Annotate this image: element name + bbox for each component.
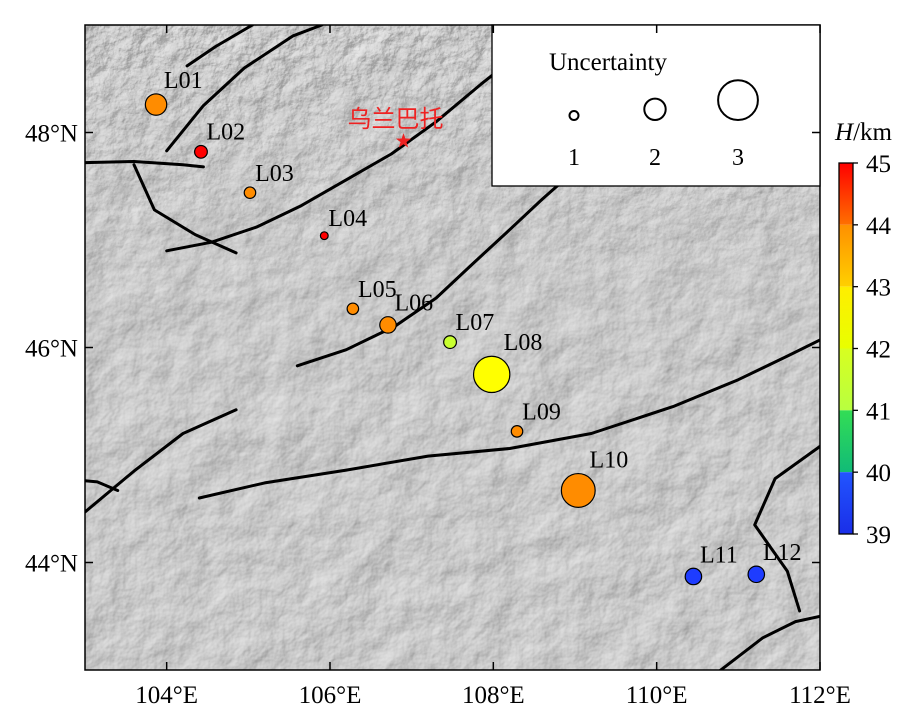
station-l03: L03 xyxy=(243,161,294,200)
x-axis: 104°E 106°E 108°E 110°E 112°E xyxy=(135,25,851,709)
colorbar-tick-label: 45 xyxy=(866,151,891,178)
station-l09: L09 xyxy=(510,400,561,438)
x-tick-label: 110°E xyxy=(626,682,688,709)
station-circle xyxy=(510,425,524,438)
station-l12: L12 xyxy=(747,540,802,584)
colorbar-ticks: 45 44 43 42 41 40 39 xyxy=(853,151,892,549)
station-circle xyxy=(379,316,397,334)
colorbar-segment xyxy=(839,224,853,287)
station-label: L09 xyxy=(522,400,561,426)
colorbar-unit: /km xyxy=(853,119,892,146)
legend-item-3: 3 xyxy=(717,79,759,171)
station-l10: L10 xyxy=(560,448,629,508)
fault-line xyxy=(185,25,254,68)
station-label: L11 xyxy=(700,542,738,568)
colorbar-tick-label: 41 xyxy=(866,398,891,425)
station-circle xyxy=(194,144,208,159)
city-label: 乌兰巴托 xyxy=(348,105,444,133)
x-tick-label: 106°E xyxy=(299,682,362,709)
legend-items: 1 2 3 xyxy=(568,79,759,171)
legend-label: 3 xyxy=(732,145,744,171)
station-label: L06 xyxy=(395,291,434,317)
station-label: L04 xyxy=(328,206,367,232)
station-l01: L01 xyxy=(144,68,203,116)
station-label: L05 xyxy=(358,277,397,303)
city-star-icon xyxy=(395,133,412,148)
station-l08: L08 xyxy=(472,330,543,394)
station-circle xyxy=(319,231,329,241)
station-label: L10 xyxy=(590,448,629,474)
colorbar-segment xyxy=(839,410,853,473)
colorbar-variable: H xyxy=(834,119,855,146)
station-circle xyxy=(684,567,703,586)
station-circle xyxy=(346,302,360,316)
y-tick-label: 48°N xyxy=(25,121,78,148)
station-l02: L02 xyxy=(194,119,245,159)
legend-item-2: 2 xyxy=(643,97,667,171)
y-tick-label: 44°N xyxy=(25,551,78,578)
x-tick-label: 104°E xyxy=(135,682,198,709)
fault-line xyxy=(165,25,324,153)
colorbar-segment xyxy=(839,163,853,225)
colorbar-tick-label: 40 xyxy=(866,460,891,487)
station-l07: L07 xyxy=(443,310,495,350)
fault-line xyxy=(85,479,120,492)
legend-label: 1 xyxy=(568,145,580,171)
station-circle xyxy=(747,565,766,584)
colorbar-tick-label: 42 xyxy=(866,337,891,364)
city-marker: 乌兰巴托 xyxy=(348,105,444,148)
station-l05: L05 xyxy=(346,277,397,316)
station-circle xyxy=(472,355,511,394)
legend-circle-icon xyxy=(717,79,759,121)
station-label: L03 xyxy=(255,161,294,187)
x-tick-label: 108°E xyxy=(462,682,525,709)
colorbar-segment xyxy=(839,286,853,349)
station-label: L08 xyxy=(504,330,543,356)
uncertainty-legend: Uncertainty 1 2 3 xyxy=(491,24,821,187)
fault-line xyxy=(85,408,238,514)
fault-line xyxy=(753,444,820,613)
station-circle xyxy=(560,472,596,508)
colorbar-segment xyxy=(839,348,853,411)
colorbar-title: H/km xyxy=(834,119,893,146)
station-l06: L06 xyxy=(379,291,434,334)
fault-line xyxy=(718,614,820,670)
legend-circle-icon xyxy=(643,97,667,122)
fault-line xyxy=(197,338,820,500)
fault-line xyxy=(85,160,205,169)
station-label: L01 xyxy=(164,68,203,94)
legend-circle-icon xyxy=(568,110,580,121)
y-axis: 44°N 46°N 48°N xyxy=(25,121,820,578)
station-l11: L11 xyxy=(684,542,738,586)
x-tick-label: 112°E xyxy=(789,682,851,709)
colorbar: H/km 45 44 43 42 41 40 39 xyxy=(834,119,893,549)
station-circle xyxy=(443,335,458,350)
colorbar-tick-label: 43 xyxy=(866,275,891,302)
colorbar-tick-label: 39 xyxy=(866,522,891,549)
station-l04: L04 xyxy=(319,206,367,241)
colorbar-tick-label: 44 xyxy=(866,213,892,240)
station-label: L02 xyxy=(206,119,245,145)
station-label: L07 xyxy=(456,310,495,336)
colorbar-segment xyxy=(839,472,853,534)
legend-item-1: 1 xyxy=(568,110,580,171)
station-circle xyxy=(144,93,168,116)
legend-label: 2 xyxy=(649,145,661,171)
y-tick-label: 46°N xyxy=(25,336,78,363)
station-label: L12 xyxy=(763,540,802,566)
colorbar-segments xyxy=(839,163,853,534)
fault-line xyxy=(132,163,238,255)
legend-title: Uncertainty xyxy=(549,49,668,76)
station-circle xyxy=(243,186,257,200)
